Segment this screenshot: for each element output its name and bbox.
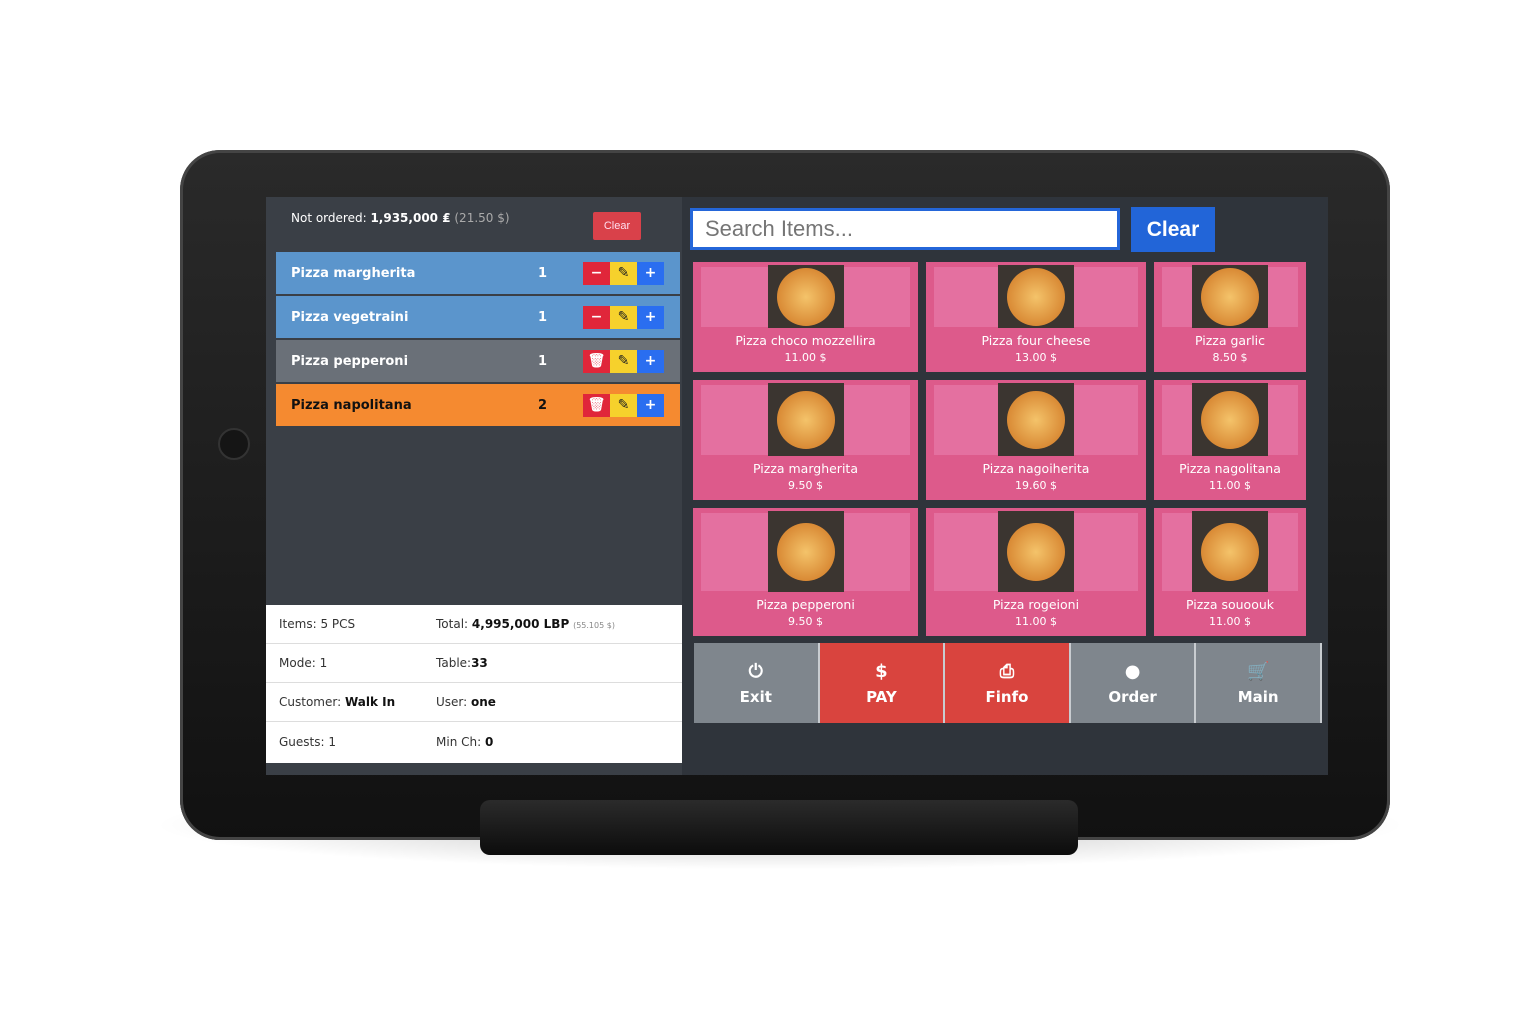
minus-button[interactable]: − — [583, 261, 610, 285]
product-card[interactable]: Pizza nagoiherita 19.60 $ — [926, 380, 1146, 500]
power-icon: ⏻ — [748, 660, 763, 682]
product-name: Pizza choco mozzellira — [735, 333, 876, 348]
product-price: 9.50 $ — [788, 479, 823, 492]
product-price: 11.00 $ — [1015, 615, 1057, 628]
product-price: 11.00 $ — [784, 351, 827, 364]
product-card[interactable]: Pizza souoouk 11.00 $ — [1154, 508, 1306, 636]
print-icon: ⎙ — [999, 660, 1015, 682]
pizza-image — [767, 265, 844, 328]
camera — [218, 428, 250, 460]
edit-button[interactable]: ✎ — [610, 261, 637, 285]
product-name: Pizza pepperoni — [756, 597, 855, 612]
main-button[interactable]: 🛒 Main — [1196, 643, 1322, 723]
tablet-stand — [480, 800, 1078, 855]
pizza-image — [1192, 511, 1268, 592]
product-name: Pizza four cheese — [981, 333, 1091, 348]
pizza-image — [998, 265, 1074, 328]
pizza-image — [1192, 383, 1268, 456]
order-item[interactable]: Pizza vegetraini 1 − ✎ + — [276, 296, 680, 338]
plus-button[interactable]: + — [637, 261, 664, 285]
delete-button[interactable]: 🗑 — [583, 349, 610, 373]
pizza-image — [767, 511, 844, 592]
not-ordered-summary: Not ordered: 1,935,000 ₤ (21.50 $) — [291, 211, 510, 225]
product-card[interactable]: Pizza rogeioni 11.00 $ — [926, 508, 1146, 636]
product-name: Pizza rogeioni — [992, 597, 1080, 612]
item-qty: 1 — [538, 309, 548, 325]
edit-button[interactable]: ✎ — [610, 305, 637, 329]
pizza-image — [767, 383, 844, 456]
pay-button[interactable]: $ PAY — [819, 643, 946, 723]
product-card[interactable]: Pizza garlic 8.50 $ — [1154, 262, 1306, 372]
coin-icon: ● — [1124, 660, 1141, 682]
item-qty: 1 — [538, 353, 548, 369]
product-grid: Pizza choco mozzellira 11.00 $ Pizza four … — [693, 262, 1306, 636]
pizza-image — [998, 383, 1074, 456]
money-icon: $ — [875, 660, 888, 682]
product-price: 11.00 $ — [1209, 479, 1251, 492]
product-name: Pizza garlic — [1194, 333, 1266, 348]
order-info: Items: 5 PCS Total: 4,995,000 LBP (55.105… — [266, 605, 682, 763]
product-name: Pizza nagolitana — [1179, 461, 1281, 476]
pizza-image — [998, 511, 1074, 592]
cart-icon: 🛒 — [1246, 660, 1270, 682]
product-card[interactable]: Pizza choco mozzellira 11.00 $ — [693, 262, 918, 372]
action-bar: ⏻ Exit $ PAY ⎙ Finfo ● Order 🛒 Main — [694, 643, 1322, 723]
product-price: 19.60 $ — [1015, 479, 1057, 492]
order-item[interactable]: Pizza pepperoni 1 🗑 ✎ + — [276, 340, 680, 382]
order-panel: Not ordered: 1,935,000 ₤ (21.50 $) Clear… — [266, 197, 682, 775]
order-item[interactable]: Pizza napolitana 2 🗑 ✎ + — [276, 384, 680, 426]
product-price: 13.00 $ — [1015, 351, 1057, 364]
plus-button[interactable]: + — [637, 349, 664, 373]
product-name: Pizza souoouk — [1185, 597, 1275, 612]
order-button[interactable]: ● Order — [1070, 643, 1197, 723]
product-card[interactable]: Pizza four cheese 13.00 $ — [926, 262, 1146, 372]
clear-search-button[interactable]: Clear — [1131, 207, 1215, 252]
order-item[interactable]: Pizza margherita 1 − ✎ + — [276, 252, 680, 294]
product-name: Pizza margherita — [753, 461, 858, 476]
finfo-button[interactable]: ⎙ Finfo — [945, 643, 1071, 723]
edit-button[interactable]: ✎ — [610, 393, 637, 417]
product-card[interactable]: Pizza nagolitana 11.00 $ — [1154, 380, 1306, 500]
minus-button[interactable]: − — [583, 305, 610, 329]
product-price: 9.50 $ — [788, 615, 823, 628]
product-name: Pizza nagoiherita — [982, 461, 1090, 476]
exit-button[interactable]: ⏻ Exit — [694, 643, 820, 723]
pizza-image — [1192, 265, 1268, 328]
delete-button[interactable]: 🗑 — [583, 393, 610, 417]
item-name: Pizza napolitana — [291, 397, 412, 413]
edit-button[interactable]: ✎ — [610, 349, 637, 373]
item-qty: 2 — [538, 397, 548, 413]
pos-screen: Not ordered: 1,935,000 ₤ (21.50 $) Clear… — [266, 197, 1328, 775]
clear-order-button[interactable]: Clear — [593, 212, 641, 240]
product-card[interactable]: Pizza pepperoni 9.50 $ — [693, 508, 918, 636]
item-name: Pizza pepperoni — [291, 353, 409, 369]
product-price: 11.00 $ — [1209, 615, 1251, 628]
product-card[interactable]: Pizza margherita 9.50 $ — [693, 380, 918, 500]
item-name: Pizza vegetraini — [291, 309, 409, 325]
item-qty: 1 — [538, 265, 548, 281]
plus-button[interactable]: + — [637, 305, 664, 329]
plus-button[interactable]: + — [637, 393, 664, 417]
item-name: Pizza margherita — [291, 265, 416, 281]
search-input[interactable] — [690, 208, 1120, 250]
product-price: 8.50 $ — [1212, 351, 1248, 364]
